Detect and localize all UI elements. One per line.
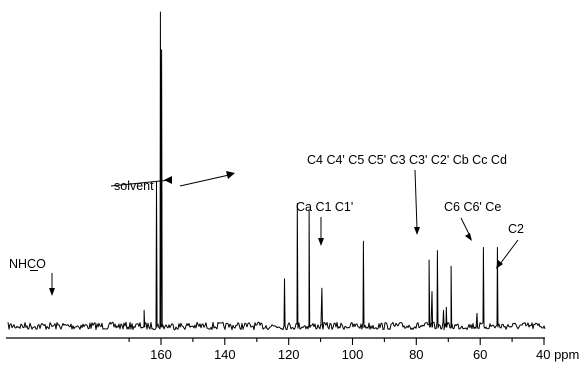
- solvent-arrowhead-right: [226, 171, 235, 179]
- x-tick-label: 60: [473, 347, 487, 362]
- solvent-arrow-right: [179, 174, 230, 187]
- label-c2: C2: [508, 222, 524, 236]
- x-tick-label: 140: [214, 347, 236, 362]
- ca-c1-arrowhead: [318, 238, 324, 246]
- x-tick-label: 40 ppm: [536, 347, 579, 362]
- x-tick-label: 160: [150, 347, 172, 362]
- c6-group-arrowhead: [465, 233, 472, 241]
- label-solvent: solvent: [114, 179, 154, 193]
- c6-group-arrow: [460, 217, 471, 237]
- c2-arrow: [499, 239, 519, 265]
- label-nhco: NHCO: [9, 257, 46, 271]
- c4-group-arrowhead: [414, 227, 420, 235]
- peak-annotations: NHCO solvent Ca C1 C1' C4 C4' C5 C5' C3 …: [9, 153, 524, 296]
- x-tick-label: 80: [409, 347, 423, 362]
- spectrum-trace: [7, 11, 546, 331]
- solvent-arrowhead-left: [164, 176, 172, 184]
- label-c4-group: C4 C4' C5 C5' C3 C3' C2' Cb Cc Cd: [307, 153, 507, 167]
- solvent-arrow-left: [110, 179, 171, 187]
- label-ca-c1: Ca C1 C1': [296, 200, 353, 214]
- label-c6-group: C6 C6' Ce: [444, 200, 501, 214]
- x-tick-label: 100: [342, 347, 364, 362]
- x-tick-label: 120: [278, 347, 300, 362]
- c2-arrowhead: [496, 260, 503, 269]
- x-axis-ticks: 160 140 120 100 80 60 40 ppm: [128, 338, 579, 362]
- c4-group-arrow: [414, 169, 418, 230]
- nhco-arrowhead: [49, 288, 55, 296]
